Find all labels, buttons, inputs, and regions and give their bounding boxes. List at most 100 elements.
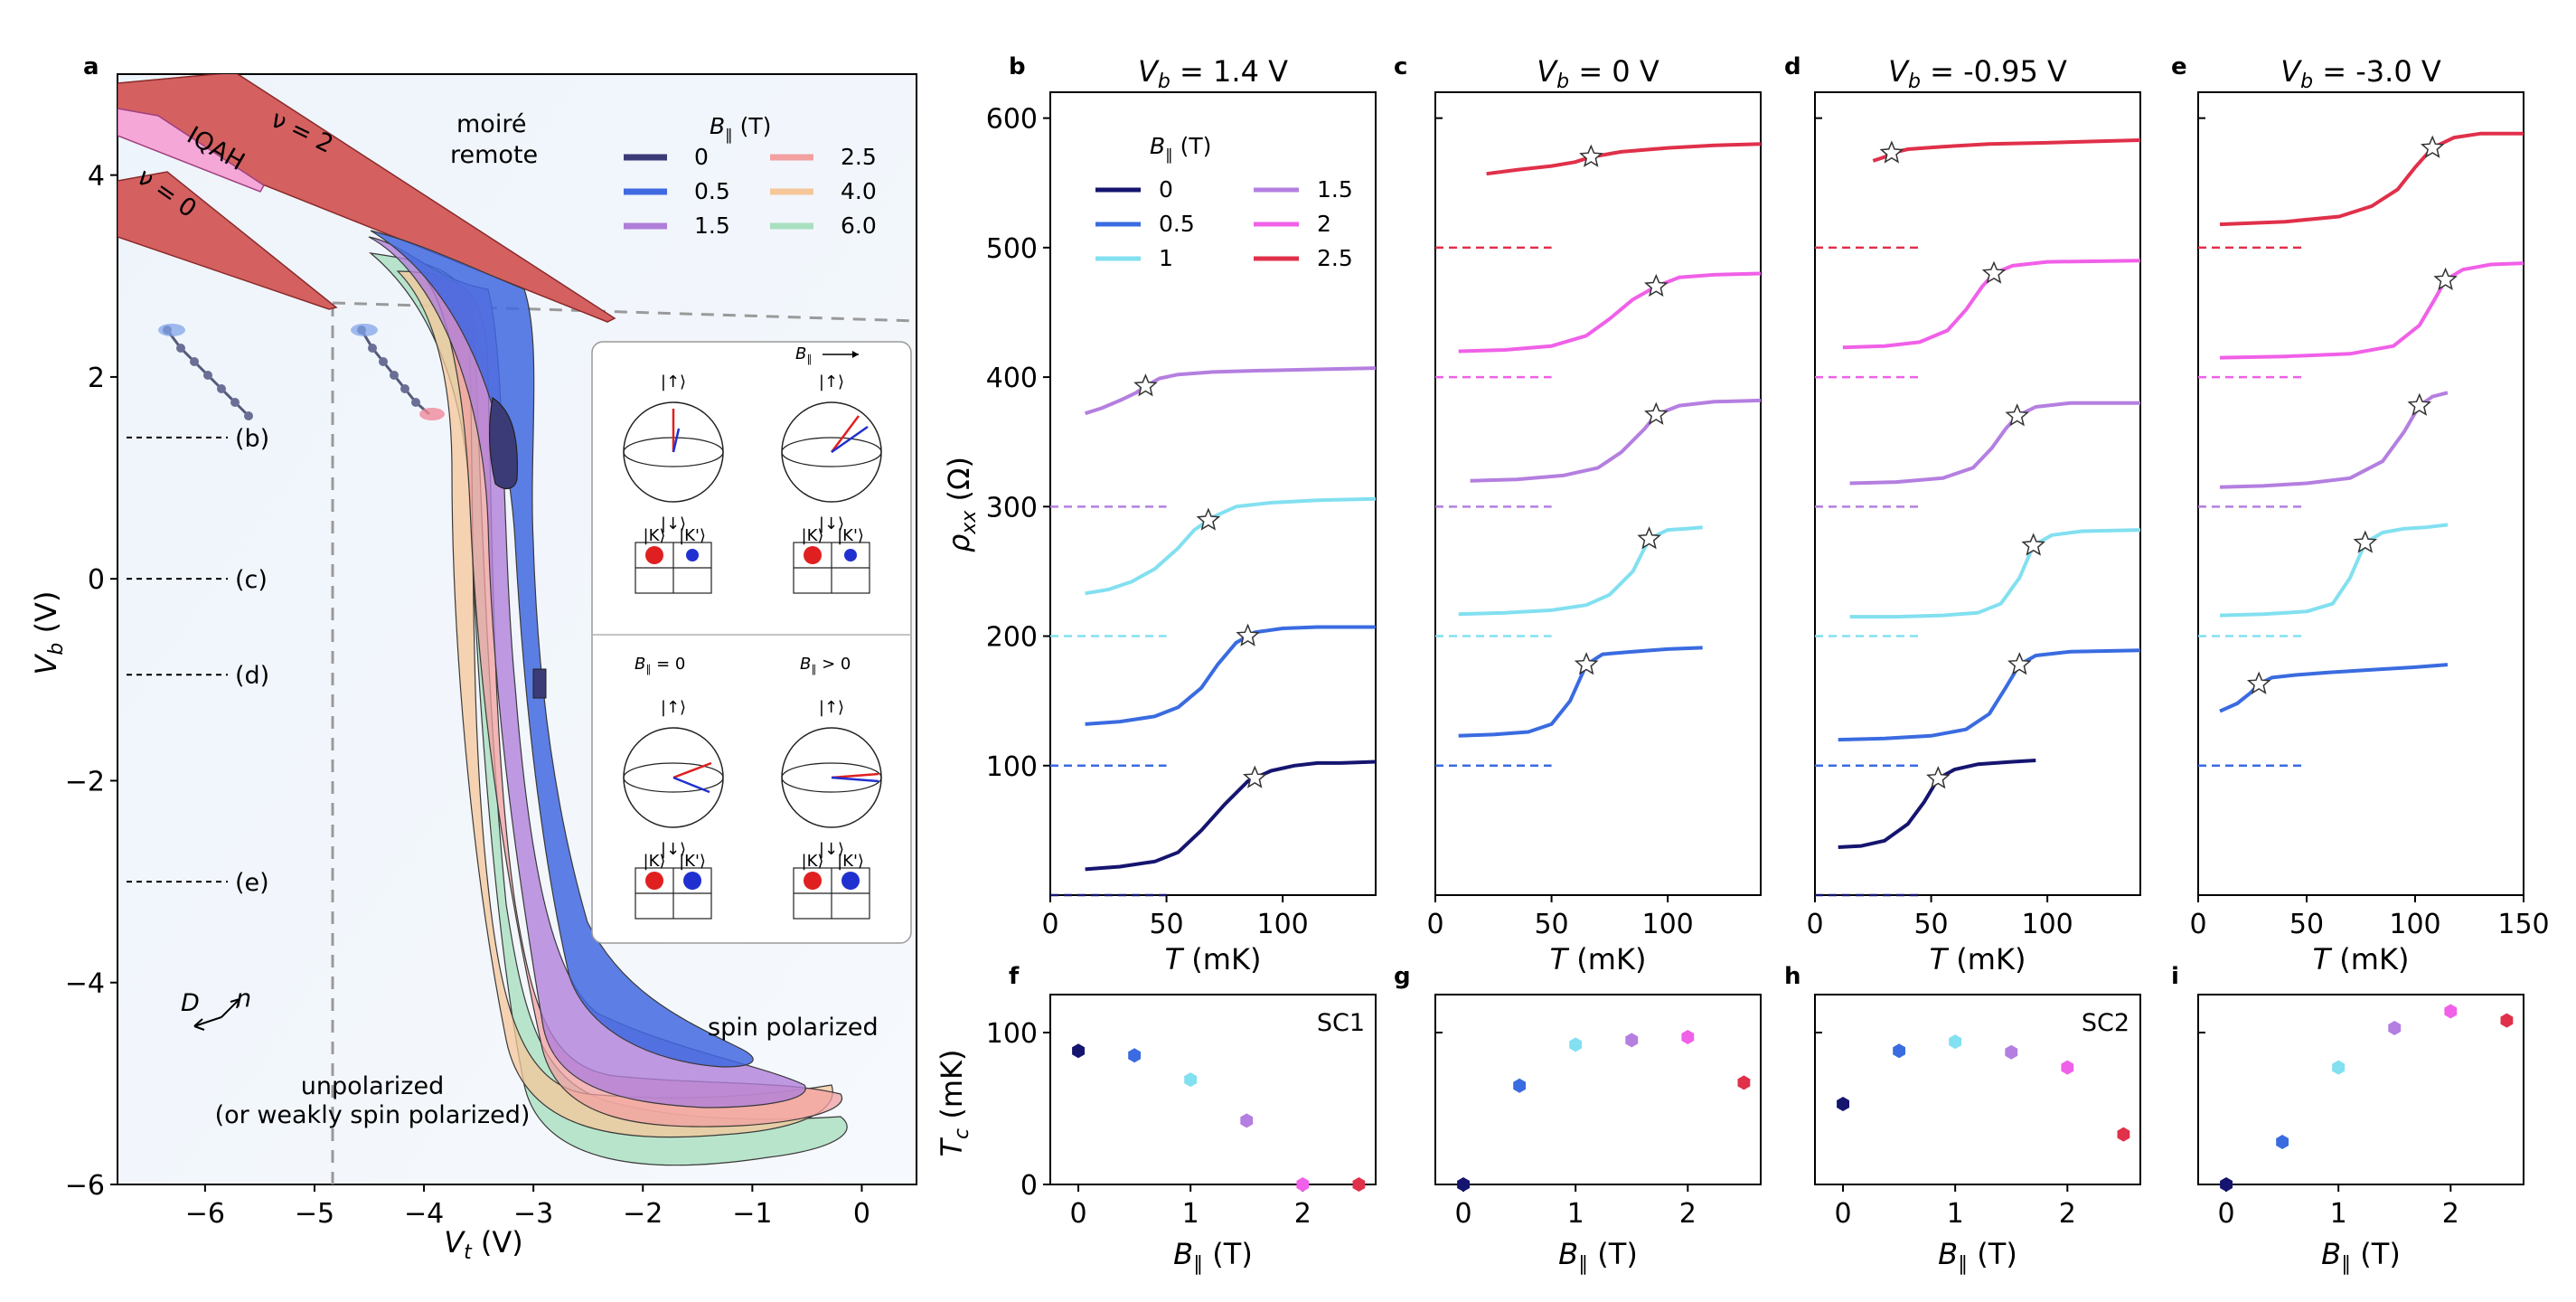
xtick-label: 2 — [1679, 1198, 1697, 1230]
iqah-wedge — [118, 108, 266, 193]
panel-letter-c: c — [1394, 53, 1407, 80]
xtick-label: 50 — [1149, 909, 1183, 940]
ket-up-label: |↑⟩ — [661, 698, 686, 717]
svg-text:ρxx (Ω): ρxx (Ω) — [942, 457, 981, 552]
xtick-label: 100 — [1257, 909, 1309, 940]
cut-label: (c) — [235, 566, 268, 594]
tc-ylabel-sub: c — [951, 1128, 973, 1139]
tc-star-1.5 — [2407, 392, 2432, 416]
panel-a-xlabel: V — [444, 1225, 465, 1260]
panel-h-xlabel: B∥ (T) — [1938, 1237, 2017, 1276]
panel-g: 0 1 2 B∥ (T) — [1434, 994, 1762, 1276]
panel-h: 0 1 2 B∥ (T) SC2 — [1814, 994, 2141, 1276]
curve-0.5 — [1085, 625, 1376, 726]
ket-down-label: |↓⟩ — [661, 514, 686, 533]
tc-point — [1681, 1030, 1695, 1044]
tc-star-0 — [1926, 766, 1951, 789]
ytick-label: 100 — [986, 1018, 1038, 1050]
legend-b-title-unit: (T) — [1173, 133, 1212, 159]
ytick-label: 400 — [986, 363, 1038, 394]
curve-0.5 — [1838, 648, 2141, 742]
tc-star-2 — [1644, 273, 1669, 297]
panel-h-annotation: SC2 — [2082, 1009, 2129, 1037]
svg-text:B∥ > 0: B∥ > 0 — [800, 655, 851, 675]
ket-up-label: |↑⟩ — [819, 698, 844, 717]
tc-point — [2061, 1060, 2074, 1075]
curve-0 — [1838, 759, 2036, 849]
panel-a: (b)(c)(d)(e) ν = 2 IQAH ν = 0 moiré remo… — [117, 73, 917, 1185]
label-spin-polarized: spin polarized — [708, 1014, 879, 1042]
tc-point — [1949, 1034, 1962, 1050]
inset-b-arrow-sub: ∥ — [806, 353, 812, 365]
xtick-label: 1 — [1947, 1198, 1964, 1230]
legend-b-label: 0 — [1159, 176, 1173, 203]
inset-bpos-sub: ∥ — [811, 663, 816, 675]
panel-e-frame — [2197, 91, 2524, 896]
tc-point — [1513, 1078, 1526, 1093]
tc-star-1 — [2021, 533, 2045, 556]
curve-2 — [2219, 261, 2524, 360]
valley-k-label: |K⟩ — [644, 526, 666, 545]
region-0T — [488, 396, 518, 490]
bloch-equator — [623, 762, 724, 793]
legend-b-label: 1.5 — [1317, 176, 1353, 203]
panel-b-title: Vb = 1.4 V — [1138, 54, 1288, 93]
xlabel-unit: (mK) — [2330, 942, 2409, 976]
valley-k-label: |K⟩ — [644, 852, 666, 871]
xlabel-unit: (T) — [2351, 1237, 2401, 1271]
tc-star-0 — [1243, 765, 1267, 788]
spin-arrow — [672, 428, 681, 453]
xtick-label: 2 — [2059, 1198, 2076, 1230]
valley-kp-occupation — [683, 872, 701, 890]
tc-point — [2276, 1135, 2289, 1149]
svg-text:Vt (V): Vt (V) — [444, 1225, 523, 1264]
xlabel-var: T — [1930, 942, 1950, 976]
xlabel-sub: ∥ — [2341, 1253, 2351, 1276]
xtick-label: 150 — [2497, 909, 2549, 940]
panel-c-xlabel: T (mK) — [1550, 942, 1647, 976]
nu2-wedge — [118, 74, 616, 323]
xtick-label: 50 — [1913, 909, 1948, 940]
tc-point — [1837, 1097, 1849, 1111]
legend-a-label: 4.0 — [841, 178, 877, 204]
panel-e-xlabel: T (mK) — [2313, 942, 2410, 976]
legend-a-label: 1.5 — [694, 212, 730, 239]
tc-point — [1625, 1033, 1639, 1048]
panel-f-xlabel: B∥ (T) — [1173, 1237, 1253, 1276]
valley-k-label: |K⟩ — [802, 852, 824, 871]
valley-kp-occupation — [841, 872, 860, 890]
xtick-label: 100 — [2389, 909, 2440, 940]
legend-b-label: 2.5 — [1317, 245, 1353, 271]
panel-a-ylabel-unit: (V) — [29, 591, 63, 643]
tc-point — [1569, 1037, 1583, 1052]
valley-kp-occupation — [686, 549, 699, 561]
xlabel-sub: ∥ — [1193, 1253, 1203, 1276]
a-ytick-label: −4 — [65, 968, 105, 1000]
curve-1 — [1085, 496, 1377, 596]
rho-ylabel: ρ — [942, 534, 976, 552]
legend-a-title: B — [710, 113, 725, 139]
a-xtick-label: −1 — [732, 1198, 772, 1230]
ket-down-label: |↓⟩ — [661, 840, 686, 859]
valley-k-occupation — [645, 872, 663, 890]
curve-1 — [1458, 525, 1703, 617]
xlabel-var: B — [1938, 1237, 1958, 1271]
ytick-label: 0 — [1020, 1170, 1038, 1202]
ytick-label: 200 — [986, 622, 1038, 654]
panel-b-xlabel: T (mK) — [1165, 942, 1262, 976]
panel-i: 0 1 2 B∥ (T) — [2197, 994, 2524, 1276]
panel-b-legend: B∥ (T) 0 0.5 1 1.5 2 2.5 — [1095, 133, 1353, 271]
spin-arrow — [831, 772, 879, 779]
tc-point — [1240, 1113, 1254, 1128]
title-value: = -0.95 V — [1921, 54, 2067, 89]
title-sub: b — [2300, 71, 2313, 93]
valley-k-label: |K⟩ — [802, 526, 824, 545]
inset-bpos-rel: > 0 — [816, 655, 851, 674]
title-prefix: V — [1888, 54, 1910, 89]
legend-a-label: 2.5 — [841, 144, 877, 170]
label-unpolarized: unpolarized — [301, 1072, 444, 1100]
spin-arrow — [831, 776, 879, 783]
